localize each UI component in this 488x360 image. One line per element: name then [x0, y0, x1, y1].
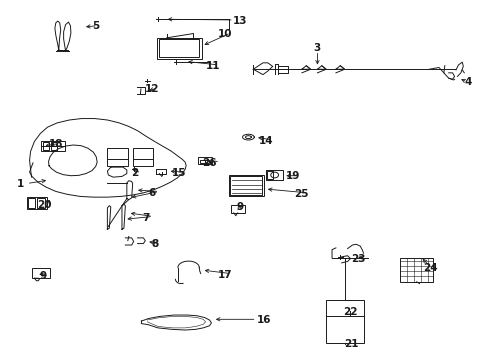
Bar: [265, 170, 283, 180]
Text: 24: 24: [422, 262, 437, 273]
Text: 10: 10: [217, 28, 232, 39]
Bar: [43, 142, 49, 150]
Text: 12: 12: [144, 84, 159, 94]
Bar: [157, 38, 201, 59]
Text: 4: 4: [464, 77, 471, 87]
Text: 7: 7: [142, 212, 150, 222]
Bar: [399, 257, 432, 282]
Bar: [267, 171, 273, 179]
Text: 25: 25: [294, 189, 308, 199]
Text: 26: 26: [202, 158, 216, 168]
Bar: [37, 198, 44, 207]
Text: 13: 13: [232, 16, 246, 26]
Bar: [204, 160, 209, 163]
Text: 19: 19: [285, 171, 300, 181]
Bar: [159, 39, 199, 57]
Bar: [28, 198, 35, 207]
Bar: [107, 148, 127, 166]
Text: 21: 21: [344, 339, 358, 348]
Text: 9: 9: [39, 271, 46, 282]
Text: 6: 6: [148, 188, 155, 198]
Text: 8: 8: [151, 239, 158, 249]
Bar: [31, 268, 50, 278]
Text: 1: 1: [17, 179, 24, 189]
Text: 14: 14: [259, 136, 273, 146]
Text: 3: 3: [313, 43, 321, 53]
Bar: [325, 300, 364, 342]
Text: 20: 20: [37, 200, 51, 210]
Bar: [51, 142, 57, 150]
Bar: [41, 141, 64, 152]
Text: 9: 9: [236, 202, 243, 212]
Text: 18: 18: [49, 139, 63, 149]
Bar: [132, 148, 153, 166]
Bar: [228, 175, 264, 196]
Text: 16: 16: [256, 315, 271, 325]
Bar: [27, 197, 47, 208]
Bar: [198, 157, 211, 164]
Bar: [230, 205, 245, 213]
Bar: [200, 160, 204, 163]
Text: 2: 2: [131, 168, 139, 178]
Bar: [230, 176, 262, 195]
Text: 22: 22: [343, 307, 357, 317]
Text: 5: 5: [92, 21, 100, 31]
Text: 17: 17: [217, 270, 232, 280]
Text: 15: 15: [171, 168, 186, 178]
Text: 11: 11: [205, 61, 220, 71]
Text: 23: 23: [351, 253, 365, 264]
